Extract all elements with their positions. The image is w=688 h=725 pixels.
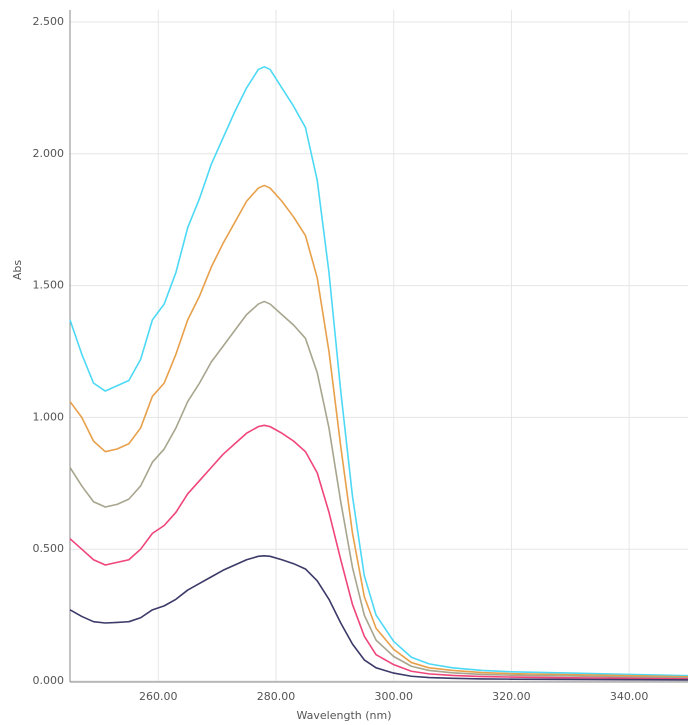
- x-tick-label: 320.00: [492, 690, 531, 703]
- series-line: [69, 424, 688, 680]
- y-tick-label: 2.500: [33, 15, 65, 28]
- x-axis-title: Wavelength (nm): [296, 709, 391, 722]
- series-line: [69, 300, 688, 679]
- y-tick-label: 1.500: [33, 279, 65, 292]
- series-line: [69, 66, 688, 677]
- x-tick-label: 260.00: [139, 690, 178, 703]
- y-tick-label: 0.500: [33, 542, 65, 555]
- y-tick-label: 1.000: [33, 410, 65, 423]
- y-axis-title: Abs: [11, 260, 24, 281]
- x-tick-label: 280.00: [257, 690, 296, 703]
- x-tick-label: 300.00: [374, 690, 413, 703]
- y-tick-label: 0.000: [33, 674, 65, 687]
- series-line: [69, 554, 688, 681]
- series-line: [69, 184, 688, 678]
- x-tick-label: 340.00: [610, 690, 649, 703]
- y-tick-label: 2.000: [33, 147, 65, 160]
